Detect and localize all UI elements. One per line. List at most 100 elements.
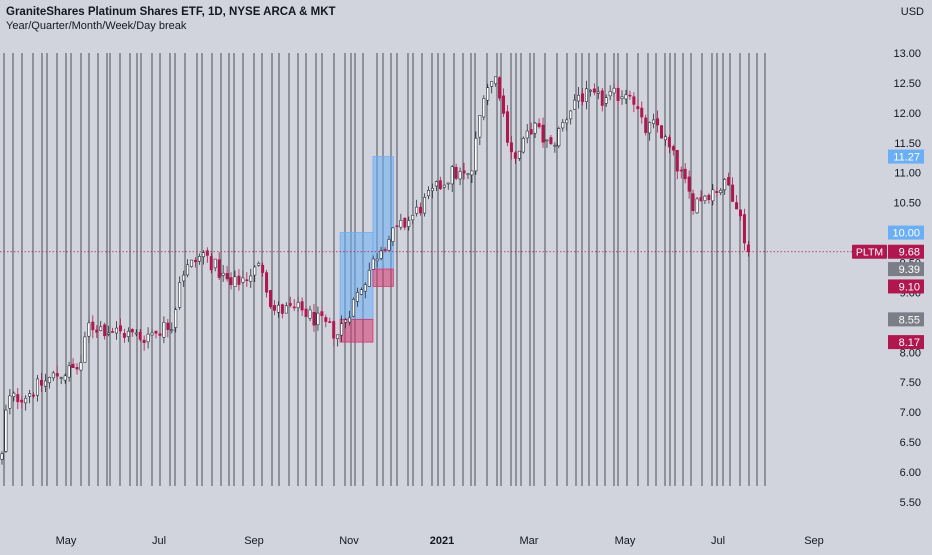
candle[interactable] [592, 88, 596, 93]
candle[interactable] [371, 258, 375, 270]
candle[interactable] [115, 327, 119, 334]
candle[interactable] [466, 173, 470, 176]
candle[interactable] [272, 305, 276, 311]
candle[interactable] [640, 107, 644, 118]
candle[interactable] [280, 304, 284, 314]
candle[interactable] [201, 252, 205, 258]
candle[interactable] [103, 324, 107, 337]
candle[interactable] [32, 394, 36, 397]
candle[interactable] [39, 379, 43, 386]
candle[interactable] [628, 94, 632, 97]
candle[interactable] [134, 332, 138, 335]
candle[interactable] [494, 76, 498, 85]
candle[interactable] [470, 170, 474, 176]
candle[interactable] [158, 333, 162, 336]
candle[interactable] [407, 220, 411, 227]
candle[interactable] [482, 98, 486, 118]
candle[interactable] [537, 123, 541, 128]
candle[interactable] [636, 106, 640, 110]
candle[interactable] [118, 325, 122, 332]
candle[interactable] [284, 305, 288, 314]
candle[interactable] [438, 180, 442, 190]
candle[interactable] [727, 177, 731, 186]
candle[interactable] [43, 380, 47, 387]
candle[interactable] [513, 152, 517, 159]
candle[interactable] [344, 319, 348, 323]
candle[interactable] [620, 96, 624, 99]
candle[interactable] [340, 323, 344, 336]
candle[interactable] [233, 276, 237, 287]
candle[interactable] [178, 282, 182, 308]
candle[interactable] [237, 275, 241, 285]
candle[interactable] [379, 250, 383, 259]
candle[interactable] [723, 179, 727, 191]
candle[interactable] [316, 312, 320, 326]
candle[interactable] [55, 373, 59, 377]
candle[interactable] [557, 128, 561, 147]
candle[interactable] [71, 363, 75, 368]
candle[interactable] [675, 149, 679, 172]
candle[interactable] [154, 330, 158, 334]
candle[interactable] [336, 334, 340, 339]
candle[interactable] [75, 367, 79, 370]
candle[interactable] [430, 187, 434, 191]
candle[interactable] [367, 269, 371, 287]
candle[interactable] [411, 214, 415, 221]
candle[interactable] [612, 87, 616, 94]
candle[interactable] [174, 309, 178, 328]
candle[interactable] [505, 111, 509, 143]
candle[interactable] [731, 184, 735, 202]
candle[interactable] [565, 119, 569, 124]
candle[interactable] [138, 331, 142, 340]
candle[interactable] [0, 453, 4, 460]
candle[interactable] [79, 362, 83, 371]
candle[interactable] [308, 309, 312, 319]
candle[interactable] [170, 329, 174, 332]
candle[interactable] [16, 394, 20, 403]
candle[interactable] [4, 409, 8, 452]
candle[interactable] [498, 77, 502, 99]
candle[interactable] [126, 331, 130, 337]
candle[interactable] [525, 130, 529, 139]
candle[interactable] [111, 331, 115, 333]
candle[interactable] [292, 306, 296, 309]
candle[interactable] [663, 136, 667, 141]
candle[interactable] [474, 138, 478, 172]
candle[interactable] [715, 191, 719, 193]
candle[interactable] [304, 308, 308, 318]
candle[interactable] [320, 311, 324, 317]
candle[interactable] [245, 279, 249, 282]
candle[interactable] [738, 209, 742, 217]
candle[interactable] [193, 259, 197, 263]
candle[interactable] [545, 139, 549, 142]
candle[interactable] [269, 290, 273, 308]
candle[interactable] [549, 137, 553, 144]
candle[interactable] [107, 332, 111, 335]
candle[interactable] [541, 124, 545, 143]
candle[interactable] [577, 94, 581, 102]
candle[interactable] [462, 170, 466, 174]
candle[interactable] [687, 176, 691, 192]
candle[interactable] [324, 317, 328, 322]
candle[interactable] [660, 125, 664, 139]
candle[interactable] [8, 395, 12, 409]
candle[interactable] [742, 214, 746, 244]
candle[interactable] [395, 225, 399, 228]
candle[interactable] [59, 377, 63, 380]
candle[interactable] [707, 194, 711, 200]
candle[interactable] [478, 115, 482, 138]
candle[interactable] [190, 259, 194, 267]
candle[interactable] [288, 303, 292, 306]
candle[interactable] [12, 392, 16, 397]
candle[interactable] [249, 275, 253, 282]
candle[interactable] [561, 122, 565, 129]
candle[interactable] [241, 277, 245, 283]
candle[interactable] [403, 217, 407, 228]
candle[interactable] [616, 87, 620, 101]
candle[interactable] [87, 322, 91, 337]
candle[interactable] [142, 339, 146, 344]
candle[interactable] [351, 299, 355, 317]
candle[interactable] [584, 88, 588, 102]
candle[interactable] [735, 202, 739, 210]
